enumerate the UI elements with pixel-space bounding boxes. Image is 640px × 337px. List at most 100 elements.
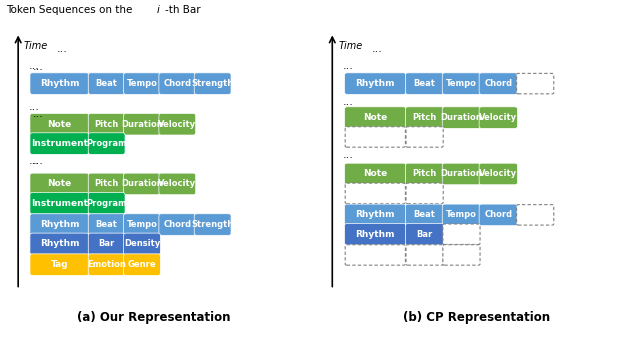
FancyBboxPatch shape — [344, 223, 406, 245]
Text: i: i — [157, 5, 159, 15]
Text: Rhythm: Rhythm — [356, 210, 395, 219]
FancyBboxPatch shape — [30, 214, 89, 235]
Text: Emotion: Emotion — [87, 260, 126, 269]
Text: ...: ... — [343, 61, 354, 71]
FancyBboxPatch shape — [345, 183, 405, 204]
Text: Tempo: Tempo — [446, 79, 477, 88]
FancyBboxPatch shape — [124, 214, 161, 235]
FancyBboxPatch shape — [159, 173, 196, 195]
FancyBboxPatch shape — [88, 133, 125, 154]
Text: ...: ... — [29, 101, 39, 112]
FancyBboxPatch shape — [345, 245, 405, 265]
Text: Note: Note — [47, 120, 72, 129]
Text: Note: Note — [363, 170, 387, 179]
Text: Chord: Chord — [484, 210, 513, 219]
Text: ...: ... — [29, 156, 39, 166]
Text: Pitch: Pitch — [95, 120, 119, 129]
FancyBboxPatch shape — [124, 114, 161, 135]
Text: Pitch: Pitch — [95, 179, 119, 188]
Text: Chord: Chord — [484, 79, 513, 88]
FancyBboxPatch shape — [516, 73, 554, 94]
Text: Duration: Duration — [121, 179, 163, 188]
FancyBboxPatch shape — [159, 114, 196, 135]
Text: Beat: Beat — [96, 220, 118, 229]
FancyBboxPatch shape — [344, 73, 406, 94]
FancyBboxPatch shape — [344, 204, 406, 226]
FancyBboxPatch shape — [30, 233, 89, 255]
Text: Chord: Chord — [163, 79, 191, 88]
FancyBboxPatch shape — [442, 163, 481, 185]
FancyBboxPatch shape — [88, 114, 125, 135]
FancyBboxPatch shape — [30, 173, 89, 195]
FancyBboxPatch shape — [194, 214, 231, 235]
FancyBboxPatch shape — [405, 223, 444, 245]
Text: (b) CP Representation: (b) CP Representation — [403, 310, 550, 324]
Text: -th Bar: -th Bar — [165, 5, 201, 15]
Text: Tempo: Tempo — [127, 220, 157, 229]
FancyBboxPatch shape — [479, 204, 518, 226]
Text: Velocity: Velocity — [158, 179, 196, 188]
Text: ...: ... — [372, 43, 383, 54]
FancyBboxPatch shape — [443, 224, 480, 244]
FancyBboxPatch shape — [406, 245, 443, 265]
FancyBboxPatch shape — [88, 214, 125, 235]
FancyBboxPatch shape — [88, 73, 125, 94]
Text: Tag: Tag — [51, 260, 68, 269]
FancyBboxPatch shape — [405, 204, 444, 226]
Text: Duration: Duration — [440, 113, 483, 122]
FancyBboxPatch shape — [30, 73, 89, 94]
FancyBboxPatch shape — [88, 254, 125, 275]
Text: Time: Time — [24, 41, 48, 51]
Text: ...: ... — [33, 109, 44, 119]
Text: Beat: Beat — [96, 79, 118, 88]
Text: Velocity: Velocity — [479, 170, 517, 179]
FancyBboxPatch shape — [30, 133, 89, 154]
Text: Note: Note — [47, 179, 72, 188]
FancyBboxPatch shape — [442, 73, 481, 94]
FancyBboxPatch shape — [88, 233, 125, 255]
Text: Bar: Bar — [99, 239, 115, 248]
FancyBboxPatch shape — [443, 245, 480, 265]
FancyBboxPatch shape — [30, 192, 89, 214]
FancyBboxPatch shape — [479, 73, 518, 94]
Text: Rhythm: Rhythm — [40, 220, 79, 229]
Text: Token Sequences on the: Token Sequences on the — [6, 5, 136, 15]
Text: Rhythm: Rhythm — [356, 230, 395, 239]
FancyBboxPatch shape — [405, 107, 444, 128]
FancyBboxPatch shape — [479, 107, 518, 128]
Text: Velocity: Velocity — [479, 113, 517, 122]
Text: Tempo: Tempo — [127, 79, 157, 88]
FancyBboxPatch shape — [405, 73, 444, 94]
FancyBboxPatch shape — [344, 163, 406, 185]
FancyBboxPatch shape — [442, 107, 481, 128]
Text: Genre: Genre — [127, 260, 156, 269]
FancyBboxPatch shape — [345, 127, 405, 147]
Text: ...: ... — [56, 43, 67, 54]
Text: ...: ... — [33, 156, 44, 166]
FancyBboxPatch shape — [442, 204, 481, 226]
Text: ...: ... — [33, 62, 44, 72]
FancyBboxPatch shape — [406, 183, 443, 204]
Text: Beat: Beat — [413, 79, 436, 88]
Text: Tempo: Tempo — [446, 210, 477, 219]
FancyBboxPatch shape — [406, 127, 443, 147]
Text: Note: Note — [363, 113, 387, 122]
Text: Program: Program — [86, 199, 127, 208]
Text: Program: Program — [86, 139, 127, 148]
FancyBboxPatch shape — [479, 163, 518, 185]
FancyBboxPatch shape — [159, 214, 196, 235]
Text: Bar: Bar — [417, 230, 433, 239]
FancyBboxPatch shape — [124, 254, 161, 275]
Text: Rhythm: Rhythm — [40, 79, 79, 88]
FancyBboxPatch shape — [124, 73, 161, 94]
Text: Beat: Beat — [413, 210, 436, 219]
FancyBboxPatch shape — [159, 73, 196, 94]
Text: ...: ... — [343, 150, 354, 160]
FancyBboxPatch shape — [30, 254, 89, 275]
Text: Pitch: Pitch — [412, 170, 436, 179]
Text: ...: ... — [343, 97, 354, 106]
Text: Rhythm: Rhythm — [40, 239, 79, 248]
Text: Duration: Duration — [440, 170, 483, 179]
FancyBboxPatch shape — [516, 205, 554, 225]
Text: Strength: Strength — [191, 79, 234, 88]
